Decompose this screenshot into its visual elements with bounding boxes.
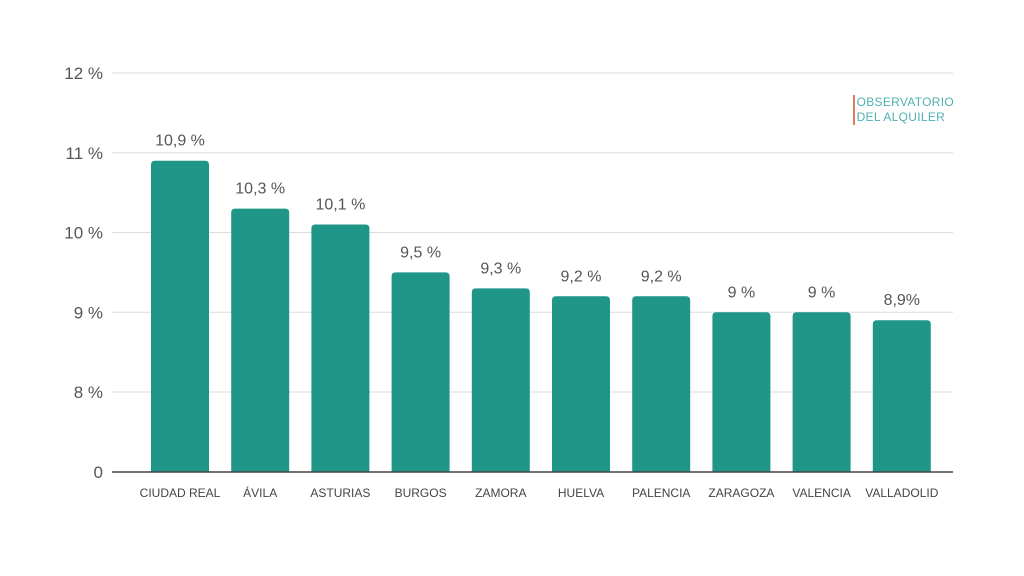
observatorio-logo: OBSERVATORIO DEL ALQUILER (852, 95, 954, 125)
data-label: 10,3 % (235, 181, 285, 198)
data-label: 8,9% (884, 292, 920, 309)
logo-line-1: OBSERVATORIO (856, 95, 954, 109)
data-label: 9 % (728, 284, 756, 301)
y-tick-label: 10 % (64, 224, 103, 243)
bar (632, 296, 691, 472)
bars (151, 160, 931, 472)
category-label: ZAMORA (475, 486, 526, 500)
category-label: HUELVA (558, 486, 604, 500)
bar (231, 208, 290, 472)
category-label: PALENCIA (632, 486, 690, 500)
bar (391, 272, 450, 472)
category-label: CIUDAD REAL (140, 486, 221, 500)
y-tick-label: 0 (94, 463, 103, 482)
bar (471, 288, 530, 472)
data-label: 9 % (808, 284, 836, 301)
y-tick-label: 11 % (66, 144, 104, 163)
bar (872, 320, 931, 472)
y-tick-label: 9 % (74, 303, 103, 322)
data-label: 9,3 % (480, 260, 521, 277)
logo-line-2: DEL ALQUILER (856, 110, 946, 124)
category-label: ÁVILA (243, 485, 277, 500)
bar (151, 160, 209, 472)
data-label: 9,5 % (400, 244, 441, 261)
bar (552, 296, 610, 472)
data-labels: 10,9 % 10,3 % 10,1 % 9,5 % 9,3 % 9,2 % 9,2 % 9 … (155, 133, 920, 310)
bar (311, 224, 370, 472)
x-axis-category-labels: CIUDAD REAL ÁVILA ASTURIAS BURGOS ZAMORA HUEL… (140, 485, 939, 500)
data-label: 9,2 % (561, 268, 602, 285)
y-axis-tick-labels: 0 8 % 9 % 10 % 11 % 12 % (64, 64, 103, 482)
category-label: BURGOS (395, 486, 447, 500)
data-label: 10,1 % (315, 197, 365, 214)
category-label: ASTURIAS (310, 486, 370, 500)
bar (712, 312, 771, 472)
data-label: 9,2 % (641, 268, 682, 285)
bar (792, 312, 851, 472)
y-tick-label: 8 % (74, 383, 103, 402)
y-tick-label: 12 % (64, 64, 103, 83)
data-label: 10,9 % (155, 133, 205, 150)
category-label: VALENCIA (792, 486, 850, 500)
category-label: VALLADOLID (865, 486, 938, 500)
category-label: ZARAGOZA (708, 486, 774, 500)
